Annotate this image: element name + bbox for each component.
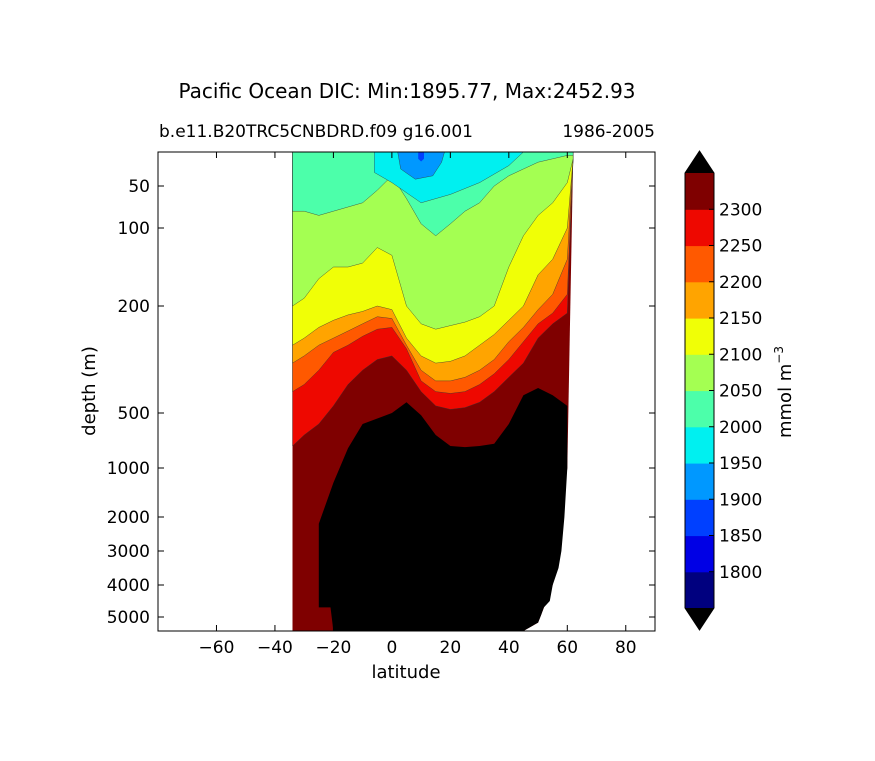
colorbar-segment xyxy=(685,173,714,210)
svg-text:mmol m−3: mmol m−3 xyxy=(772,346,796,438)
y-tick-label: 4000 xyxy=(107,576,150,596)
chart-subtitle-right: 1986-2005 xyxy=(562,122,655,142)
band-1850-1900 xyxy=(418,152,424,162)
x-tick-label: −60 xyxy=(199,638,235,658)
colorbar-segment xyxy=(685,209,714,247)
x-tick-label: −20 xyxy=(315,638,351,658)
colorbar-label: mmol m−3 xyxy=(772,346,796,438)
colorbar-segment xyxy=(685,354,714,392)
colorbar-outline xyxy=(684,150,715,631)
colorbar-segment xyxy=(685,390,714,428)
y-axis: 50 100 200 500 1000 2000 3000 4000 5000 xyxy=(107,177,655,628)
colorbar-under-arrow xyxy=(685,608,714,630)
colorbar-tick-label: 1850 xyxy=(719,527,762,547)
y-tick-label: 3000 xyxy=(107,542,150,562)
colorbar-tick-label: 2000 xyxy=(719,418,762,438)
colorbar-label-unit: mmol m xyxy=(775,364,796,438)
colorbar-tick-label: 2050 xyxy=(719,382,762,402)
y-tick-label: 2000 xyxy=(107,508,150,528)
colorbar: 1800 1850 1900 1950 2000 2050 2100 2150 2200 2250… xyxy=(684,150,762,631)
colorbar-tick-label: 1900 xyxy=(719,490,762,510)
y-tick-label: 1000 xyxy=(107,459,150,479)
colorbar-segment xyxy=(685,318,714,355)
colorbar-tick-label: 2200 xyxy=(719,273,762,293)
y-tick-label: 500 xyxy=(118,404,150,424)
plot-frame xyxy=(157,151,656,632)
colorbar-tick-label: 2300 xyxy=(719,200,762,220)
colorbar-segment xyxy=(685,499,714,537)
chart-subtitle-left: b.e11.B20TRC5CNBDRD.f09 g16.001 xyxy=(159,122,473,142)
colorbar-tick-label: 1950 xyxy=(719,454,762,474)
colorbar-tick-label: 2250 xyxy=(719,237,762,257)
band-1900-1950 xyxy=(397,152,445,180)
x-tick-label: 0 xyxy=(386,638,397,658)
x-axis: −60 −40 −20 0 20 40 60 80 xyxy=(199,152,637,658)
colorbar-segment xyxy=(685,245,714,283)
band-over-2350 xyxy=(318,388,568,631)
colorbar-segment xyxy=(685,281,714,319)
colorbar-label-exponent: −3 xyxy=(772,346,786,364)
contour-fill-layer xyxy=(292,152,574,631)
x-tick-label: 60 xyxy=(556,638,578,658)
y-tick-label: 200 xyxy=(118,297,150,317)
x-tick-label: 20 xyxy=(440,638,462,658)
x-axis-label: latitude xyxy=(371,662,440,683)
x-tick-label: 40 xyxy=(498,638,520,658)
y-axis-label: depth (m) xyxy=(79,346,100,436)
y-tick-label: 100 xyxy=(118,219,150,239)
colorbar-over-arrow xyxy=(685,151,714,173)
y-tick-label: 50 xyxy=(128,177,150,197)
colorbar-segment xyxy=(685,571,714,609)
colorbar-tick-label: 2100 xyxy=(719,345,762,365)
y-tick-label: 5000 xyxy=(107,608,150,628)
colorbar-tick-label: 1800 xyxy=(719,563,762,583)
colorbar-tick-label: 2150 xyxy=(719,309,762,329)
x-tick-label: 80 xyxy=(615,638,637,658)
x-tick-label: −40 xyxy=(257,638,293,658)
colorbar-segment xyxy=(685,535,714,573)
colorbar-segment xyxy=(685,463,714,500)
colorbar-segment xyxy=(685,426,714,464)
chart-title: Pacific Ocean DIC: Min:1895.77, Max:2452… xyxy=(178,79,635,103)
